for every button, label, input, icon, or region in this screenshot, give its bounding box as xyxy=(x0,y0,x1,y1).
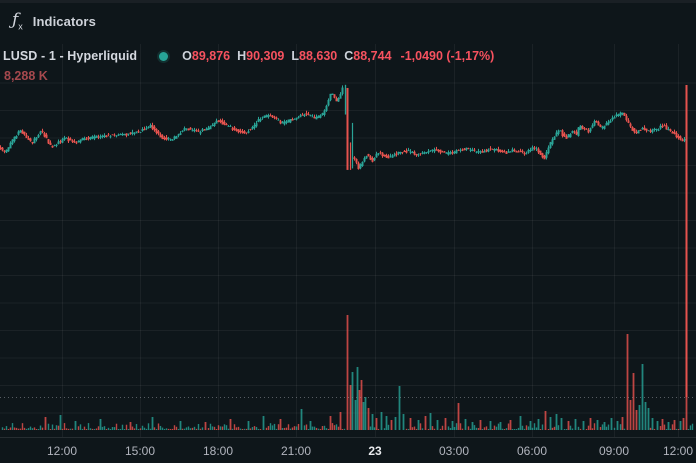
open-value: 89,876 xyxy=(191,49,231,63)
time-axis-label: 18:00 xyxy=(202,444,234,458)
time-axis[interactable]: 12:00 15:00 18:00 21:00 23 03:00 06:00 09:00 12:… xyxy=(0,437,696,463)
close-value: 88,744 xyxy=(353,49,392,63)
low-value: 88,630 xyxy=(299,49,338,63)
window-top-strip xyxy=(0,0,696,3)
volume-legend-value: 8,288 K xyxy=(4,69,48,83)
time-axis-label: 21:00 xyxy=(280,444,312,458)
time-axis-label: 23 xyxy=(368,444,382,458)
time-axis-label: 12:00 xyxy=(662,444,694,458)
time-axis-label: 15:00 xyxy=(124,444,156,458)
time-axis-label: 06:00 xyxy=(516,444,548,458)
symbol-legend: LUSD - 1 - Hyperliquid O 89,876 H 90,309 L… xyxy=(3,49,494,63)
indicators-label: Indicators xyxy=(32,14,96,30)
market-status-dot-icon xyxy=(159,51,169,61)
high-value: 90,309 xyxy=(246,49,285,63)
time-axis-label: 12:00 xyxy=(46,444,78,458)
change-value: -1,0490 (-1,17%) xyxy=(400,49,495,63)
symbol-title[interactable]: LUSD - 1 - Hyperliquid xyxy=(3,49,138,63)
fx-function-icon: ƒx xyxy=(12,10,23,32)
low-label: L xyxy=(291,49,300,63)
chart-toolbar: ƒx Indicators xyxy=(0,3,696,41)
close-label: C xyxy=(344,49,354,63)
open-label: O xyxy=(182,49,192,63)
high-label: H xyxy=(237,49,247,63)
ohlc-readout: O 89,876 H 90,309 L 88,630 C 88,744 -1,0490 … xyxy=(182,49,494,63)
indicators-button[interactable]: ƒx Indicators xyxy=(0,8,106,35)
time-axis-label: 03:00 xyxy=(438,444,470,458)
time-axis-label: 09:00 xyxy=(598,444,630,458)
